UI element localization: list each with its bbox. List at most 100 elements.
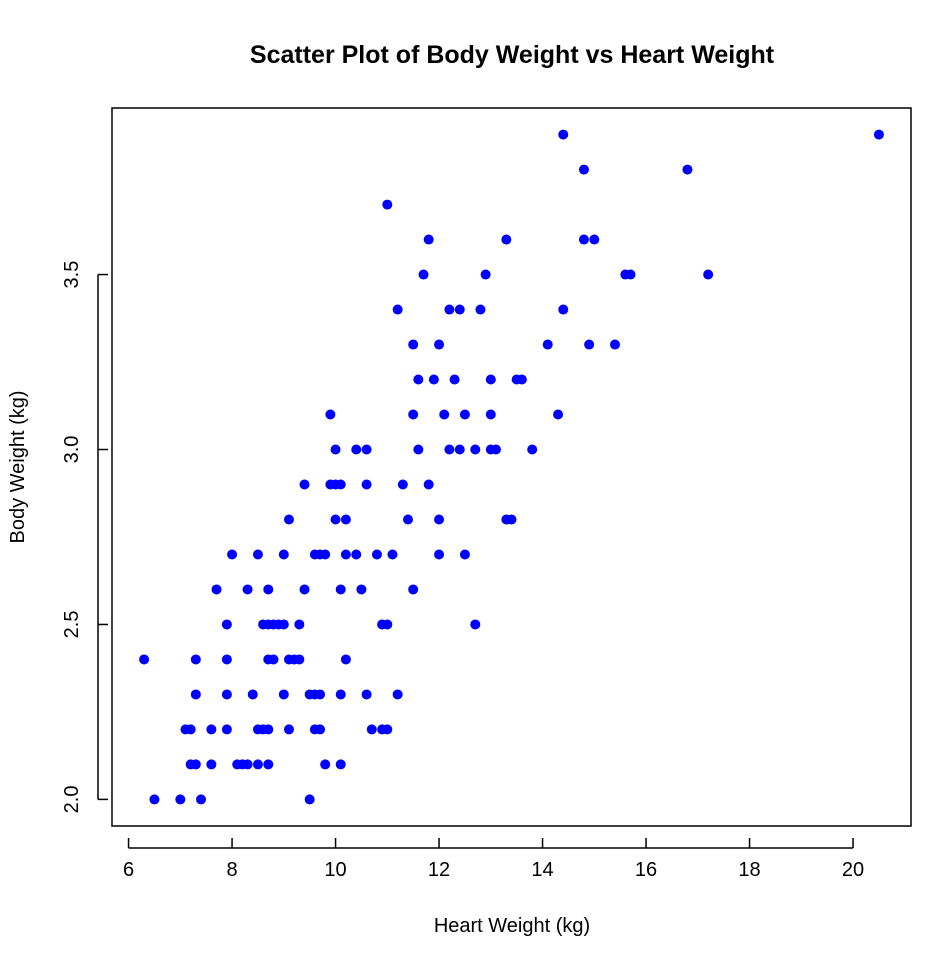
data-point <box>247 689 258 700</box>
data-point <box>283 724 294 735</box>
plot-frame <box>111 107 912 827</box>
data-point <box>340 549 351 560</box>
data-point <box>252 549 263 560</box>
data-point <box>703 269 714 280</box>
data-point <box>278 619 289 630</box>
data-point <box>542 339 553 350</box>
data-point <box>553 409 564 420</box>
data-point <box>351 549 362 560</box>
data-point <box>149 794 160 805</box>
data-point <box>682 164 693 175</box>
data-point <box>382 199 393 210</box>
data-point <box>299 479 310 490</box>
data-point <box>449 374 460 385</box>
y-axis-ticks: 2.0 2.5 3.0 3.5 <box>61 261 108 814</box>
data-point <box>221 689 232 700</box>
data-point <box>283 514 294 525</box>
x-tick-label: 12 <box>428 859 450 881</box>
data-point <box>361 444 372 455</box>
data-point <box>263 759 274 770</box>
data-point <box>506 514 517 525</box>
data-point <box>459 409 470 420</box>
data-point <box>211 584 222 595</box>
x-tick-label: 14 <box>531 859 553 881</box>
data-point <box>382 619 393 630</box>
data-point <box>221 654 232 665</box>
data-point <box>423 479 434 490</box>
data-point <box>299 584 310 595</box>
data-point <box>527 444 538 455</box>
data-point <box>558 304 569 315</box>
data-point <box>278 549 289 560</box>
x-tick-label: 6 <box>123 859 134 881</box>
data-point <box>454 444 465 455</box>
data-point <box>294 619 305 630</box>
x-axis-ticks: 6 8 10 12 14 16 18 20 <box>123 838 864 881</box>
x-tick-label: 10 <box>324 859 346 881</box>
data-point <box>873 129 884 140</box>
data-point <box>304 794 315 805</box>
data-point <box>382 724 393 735</box>
y-tick-label: 2.0 <box>61 786 83 814</box>
data-point <box>459 549 470 560</box>
data-point <box>294 654 305 665</box>
y-axis-label: Body Weight (kg) <box>7 390 29 543</box>
x-tick-label: 16 <box>635 859 657 881</box>
data-point <box>516 374 527 385</box>
data-point <box>361 479 372 490</box>
data-point <box>335 689 346 700</box>
data-point <box>578 164 589 175</box>
x-tick-label: 8 <box>226 859 237 881</box>
data-point <box>403 514 413 525</box>
x-tick-label: 20 <box>842 859 864 881</box>
data-point <box>206 759 217 770</box>
y-tick-label: 3.0 <box>61 436 83 464</box>
data-point <box>470 444 481 455</box>
data-point <box>392 304 403 315</box>
data-point <box>335 479 346 490</box>
data-point <box>330 444 341 455</box>
data-point <box>361 689 372 700</box>
data-point <box>206 724 217 735</box>
data-point <box>501 234 512 245</box>
data-point <box>397 479 408 490</box>
data-point <box>408 409 419 420</box>
data-point <box>480 269 491 280</box>
data-point <box>610 339 620 350</box>
data-point <box>392 689 403 700</box>
data-point <box>227 549 238 560</box>
data-point <box>242 584 253 595</box>
data-point <box>366 724 377 735</box>
data-point <box>558 129 569 140</box>
data-point <box>335 584 346 595</box>
data-point <box>356 584 367 595</box>
data-point <box>625 269 636 280</box>
data-point <box>315 689 326 700</box>
data-point <box>335 759 346 770</box>
data-point <box>485 409 496 420</box>
data-point <box>221 724 232 735</box>
data-point <box>340 654 351 665</box>
data-point <box>423 234 434 245</box>
data-point <box>196 794 207 805</box>
data-point <box>325 409 336 420</box>
data-point <box>475 304 486 315</box>
data-point <box>268 654 279 665</box>
data-point <box>221 619 232 630</box>
data-point <box>589 234 600 245</box>
data-point <box>485 374 496 385</box>
data-point <box>428 374 439 385</box>
data-point <box>190 654 201 665</box>
data-point <box>340 514 351 525</box>
data-point <box>578 234 589 245</box>
chart-title: Scatter Plot of Body Weight vs Heart Wei… <box>250 41 775 69</box>
data-points <box>139 129 884 805</box>
data-point <box>490 444 501 455</box>
data-point <box>413 444 424 455</box>
y-tick-label: 2.5 <box>61 611 83 639</box>
data-point <box>439 409 450 420</box>
data-point <box>470 619 481 630</box>
data-point <box>185 724 196 735</box>
data-point <box>418 269 429 280</box>
